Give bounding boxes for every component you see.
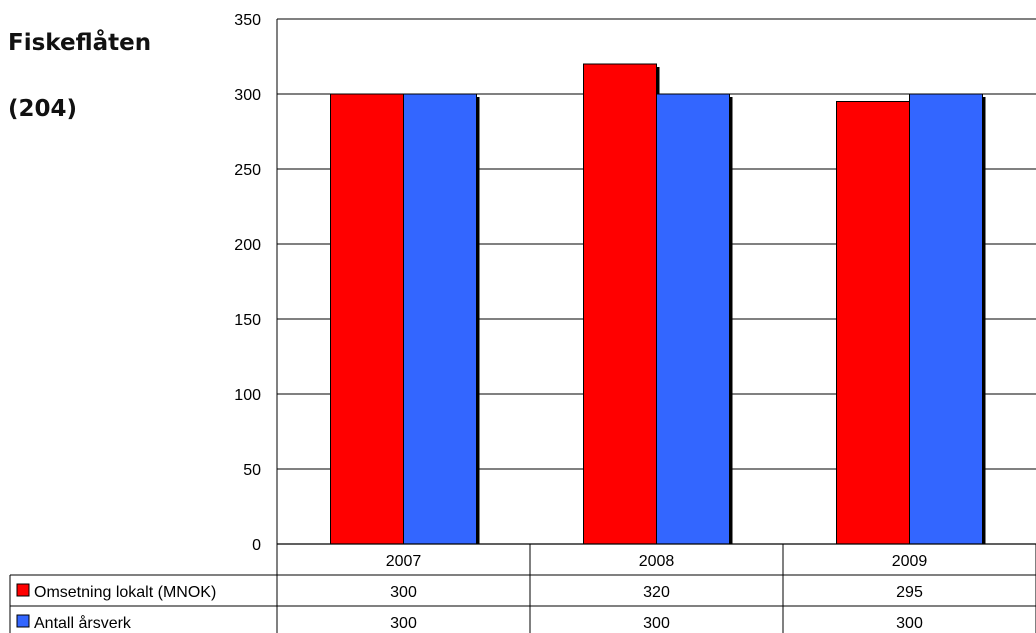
bar-omsetning-2007 (330, 93, 404, 545)
bar-antall-2009 (909, 93, 983, 545)
data-label: 300 (390, 584, 417, 601)
chart-title: Fiskeflåten (8, 30, 152, 56)
x-tick-label: 2008 (639, 553, 675, 570)
bar-omsetning-2009 (836, 101, 910, 545)
data-label: 300 (643, 615, 670, 632)
data-label: 300 (896, 615, 923, 632)
y-tick-label: 150 (234, 312, 261, 329)
bar-antall-2007 (403, 93, 477, 545)
y-tick-label: 100 (234, 387, 261, 404)
data-label: 320 (643, 584, 670, 601)
bar-antall-2008 (656, 93, 730, 545)
x-tick-label: 2009 (892, 553, 928, 570)
legend-label: Antall årsverk (34, 614, 132, 632)
y-tick-label: 300 (234, 87, 261, 104)
chart-subtitle: (204) (8, 96, 78, 122)
y-tick-label: 200 (234, 237, 261, 254)
legend-swatch (16, 583, 30, 597)
legend-label: Omsetning lokalt (MNOK) (34, 584, 216, 601)
y-tick-label: 50 (243, 462, 261, 479)
y-tick-label: 0 (252, 537, 261, 554)
data-label: 300 (390, 615, 417, 632)
legend-swatch (16, 614, 30, 628)
x-tick-label: 2007 (386, 553, 422, 570)
y-tick-label: 350 (234, 12, 261, 29)
data-label: 295 (896, 584, 923, 601)
bar-omsetning-2008 (583, 63, 657, 545)
y-tick-label: 250 (234, 162, 261, 179)
